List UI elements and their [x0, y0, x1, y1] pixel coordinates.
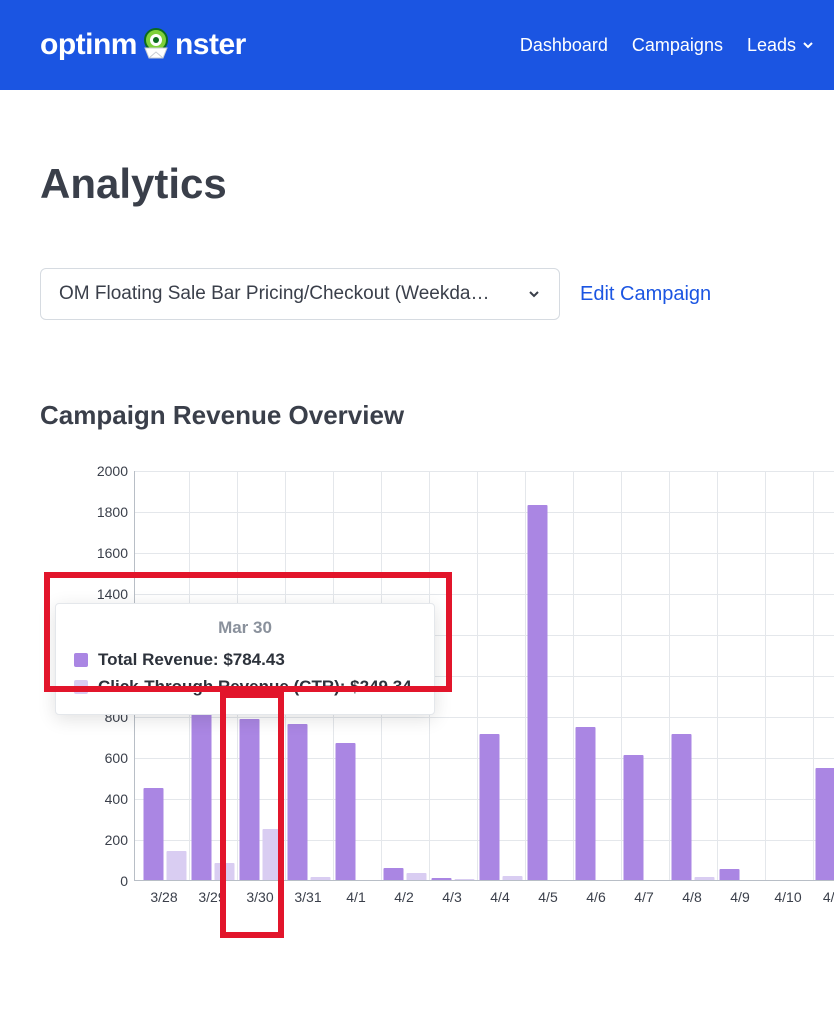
x-axis-tick: 4/11 [823, 889, 834, 905]
y-axis-tick: 1400 [97, 586, 128, 602]
bar-group[interactable] [624, 755, 667, 880]
bar [624, 755, 644, 880]
bar-group[interactable] [528, 505, 571, 880]
bar [215, 863, 235, 880]
bar-group[interactable] [816, 768, 834, 880]
y-axis-tick: 200 [105, 832, 128, 848]
bar [167, 851, 187, 880]
page-title: Analytics [40, 160, 794, 208]
bar-group[interactable] [336, 743, 379, 880]
bar-group[interactable] [672, 734, 715, 880]
bar-group[interactable] [144, 788, 187, 880]
bar [144, 788, 164, 880]
bar [503, 876, 523, 880]
brand-text-pre: optinm [40, 28, 137, 62]
y-axis-tick: 400 [105, 791, 128, 807]
main-content: Analytics OM Floating Sale Bar Pricing/C… [0, 90, 834, 951]
monster-icon [139, 28, 173, 62]
x-axis-tick: 3/29 [198, 889, 225, 905]
bar-group[interactable] [288, 724, 331, 880]
x-axis-tick: 4/7 [634, 889, 653, 905]
x-axis-tick: 3/28 [150, 889, 177, 905]
bar-group[interactable] [192, 702, 235, 880]
x-axis-tick: 4/9 [730, 889, 749, 905]
x-axis-tick: 4/3 [442, 889, 461, 905]
y-axis-tick: 1800 [97, 504, 128, 520]
nav-campaigns[interactable]: Campaigns [632, 35, 723, 56]
app-header: optinm nster Dashboard Campaigns Leads [0, 0, 834, 90]
tooltip-row: Total Revenue: $784.43 [74, 646, 416, 673]
campaign-selector-text: OM Floating Sale Bar Pricing/Checkout (W… [59, 283, 490, 305]
bar [455, 879, 475, 880]
revenue-chart: 0200400600800100012001400160018002000 3/… [40, 471, 794, 911]
bar [192, 702, 212, 880]
chevron-down-icon [802, 39, 814, 51]
x-axis-tick: 4/1 [346, 889, 365, 905]
bar [288, 724, 308, 880]
bar [240, 719, 260, 880]
section-title: Campaign Revenue Overview [40, 400, 794, 431]
x-axis-tick: 3/30 [246, 889, 273, 905]
bar [816, 768, 834, 880]
tooltip-row: Click-Through Revenue (CTR): $249.34 [74, 673, 416, 700]
bar [407, 873, 427, 880]
legend-swatch [74, 680, 88, 694]
bar [720, 869, 740, 880]
nav-leads[interactable]: Leads [747, 35, 814, 56]
bar [528, 505, 548, 880]
y-axis-tick: 0 [120, 873, 128, 889]
bar-group[interactable] [240, 719, 283, 880]
bar [311, 877, 331, 880]
bar [480, 734, 500, 880]
x-axis-tick: 4/8 [682, 889, 701, 905]
bar-group[interactable] [384, 868, 427, 880]
x-axis-tick: 4/4 [490, 889, 509, 905]
bar [432, 878, 452, 880]
brand-text-post: nster [175, 28, 246, 62]
x-axis-tick: 4/10 [774, 889, 801, 905]
main-nav: Dashboard Campaigns Leads [520, 35, 814, 56]
chevron-down-icon [527, 287, 541, 301]
y-axis-tick: 2000 [97, 463, 128, 479]
x-axis-tick: 4/5 [538, 889, 557, 905]
bar [336, 743, 356, 880]
nav-dashboard[interactable]: Dashboard [520, 35, 608, 56]
bar-group[interactable] [576, 727, 619, 880]
bar [695, 877, 715, 880]
tooltip-title: Mar 30 [74, 618, 416, 638]
chart-tooltip: Mar 30 Total Revenue: $784.43Click-Throu… [55, 603, 435, 715]
bar [672, 734, 692, 880]
y-axis-tick: 1600 [97, 545, 128, 561]
brand-logo[interactable]: optinm nster [40, 28, 246, 62]
x-axis-tick: 4/2 [394, 889, 413, 905]
campaign-selector[interactable]: OM Floating Sale Bar Pricing/Checkout (W… [40, 268, 560, 320]
bar-group[interactable] [432, 878, 475, 880]
bar-group[interactable] [720, 869, 763, 880]
edit-campaign-link[interactable]: Edit Campaign [580, 283, 711, 306]
bar [576, 727, 596, 880]
legend-swatch [74, 653, 88, 667]
y-axis-tick: 600 [105, 750, 128, 766]
bar-group[interactable] [480, 734, 523, 880]
bar [384, 868, 404, 880]
bar [263, 829, 283, 880]
x-axis-tick: 4/6 [586, 889, 605, 905]
x-axis-tick: 3/31 [294, 889, 321, 905]
controls-row: OM Floating Sale Bar Pricing/Checkout (W… [40, 268, 794, 320]
x-axis: 3/28 3/29 3/30 3/31 4/1 4/2 4/3 4/4 4/5 4/6 4/7 4/8… [134, 881, 834, 911]
